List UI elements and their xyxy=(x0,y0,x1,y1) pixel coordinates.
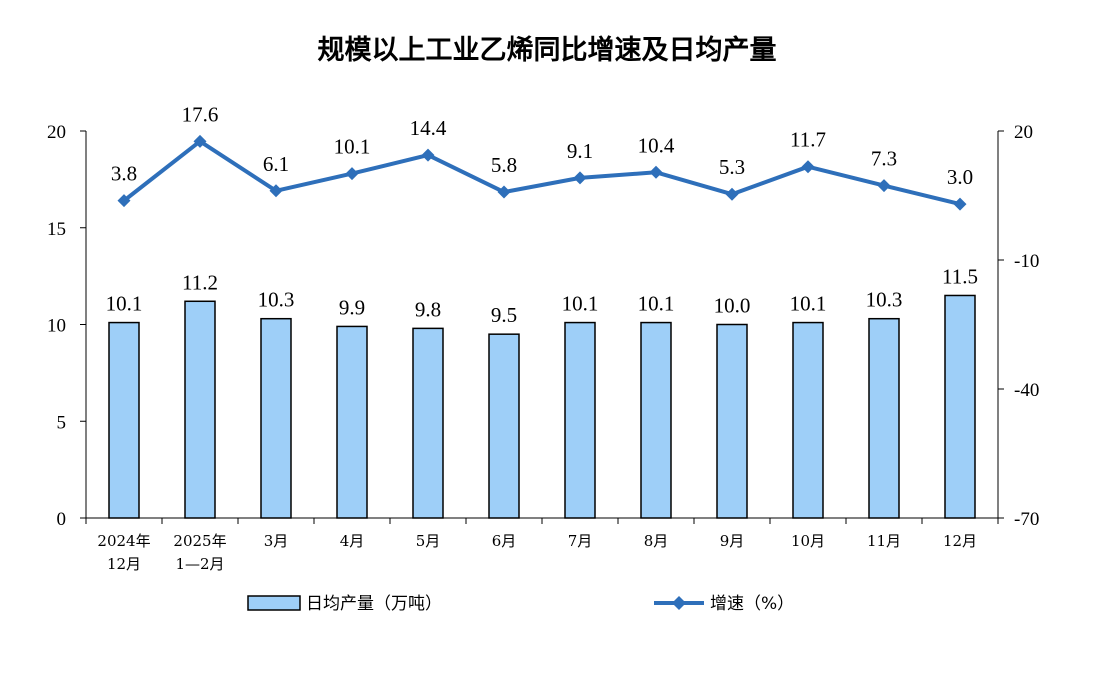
axes: 0 5 10 15 20 -70 -40 -10 20 2024年 12月 2025年 1—2月 3月 4月… xyxy=(47,122,1039,573)
x-tick-label-1: 2025年 1—2月 xyxy=(173,532,226,573)
bar-7 xyxy=(640,321,672,519)
x-tick-label-line: 3月 xyxy=(264,532,289,550)
bar-label-3: 9.9 xyxy=(339,295,365,319)
bar-label-5: 9.5 xyxy=(491,303,517,327)
x-tick-label-8: 9月 xyxy=(720,532,745,550)
left-tick-label-1: 5 xyxy=(57,412,67,433)
left-tick-label-0: 0 xyxy=(57,509,67,530)
x-tick-label-line: 6月 xyxy=(492,532,517,550)
x-tick-label-line: 11月 xyxy=(867,532,901,550)
bar-label-10: 10.3 xyxy=(866,288,903,312)
right-tick-label-1: -40 xyxy=(1014,380,1039,401)
left-tick-label-4: 20 xyxy=(47,122,66,143)
x-tick-label-0: 2024年 12月 xyxy=(97,532,150,573)
x-tick-label-9: 10月 xyxy=(791,532,825,550)
growth-point-5 xyxy=(497,185,511,199)
x-tick-label-line: 12月 xyxy=(943,532,977,550)
bar-label-8: 10.0 xyxy=(714,294,751,318)
growth-label-11: 3.0 xyxy=(947,165,973,189)
legend-bar-swatch xyxy=(247,595,301,611)
growth-point-1 xyxy=(193,134,207,148)
growth-point-0 xyxy=(117,194,131,208)
x-tick-label-7: 8月 xyxy=(644,532,669,550)
x-tick-label-2: 3月 xyxy=(264,532,289,550)
legend-bar-label: 日均产量（万吨） xyxy=(306,594,442,614)
x-tick-label-6: 7月 xyxy=(568,532,593,550)
bar-label-2: 10.3 xyxy=(258,288,295,312)
x-tick-label-line: 9月 xyxy=(720,532,745,550)
growth-label-0: 3.8 xyxy=(111,162,137,186)
bar-9 xyxy=(792,321,824,519)
growth-point-2 xyxy=(269,184,283,198)
x-tick-label-line: 7月 xyxy=(568,532,593,550)
bar-label-1: 11.2 xyxy=(182,270,218,294)
bar-2 xyxy=(260,317,292,519)
x-tick-label-line: 5月 xyxy=(416,532,441,550)
bar-label-0: 10.1 xyxy=(106,292,143,316)
bar-label-6: 10.1 xyxy=(562,292,599,316)
growth-point-8 xyxy=(725,187,739,201)
left-tick-label-3: 15 xyxy=(47,219,66,240)
x-tick-label-line: 12月 xyxy=(107,555,141,573)
bar-label-11: 11.5 xyxy=(942,264,978,288)
growth-point-9 xyxy=(801,160,815,174)
bar-0 xyxy=(108,321,140,519)
growth-label-8: 5.3 xyxy=(719,155,745,179)
bar-8 xyxy=(716,323,748,519)
x-tick-label-line: 8月 xyxy=(644,532,669,550)
legend-line-marker xyxy=(672,596,686,610)
legend-line-label: 增速（%） xyxy=(710,594,794,614)
bar-series: 10.1 11.2 10.3 9.9 9.8 9.5 10.1 10.1 10.0 10.1 10.… xyxy=(106,264,978,519)
x-tick-label-10: 11月 xyxy=(867,532,901,550)
bar-5 xyxy=(488,333,520,519)
legend: 日均产量（万吨） 增速（%） xyxy=(247,594,794,614)
line-series: 3.8 17.6 6.1 10.1 14.4 5.8 9.1 10.4 5.3 11.7 7.3 3.… xyxy=(111,102,973,211)
growth-label-3: 10.1 xyxy=(334,135,371,159)
growth-label-4: 14.4 xyxy=(410,116,447,140)
bar-11 xyxy=(944,294,976,519)
x-tick-label-line: 4月 xyxy=(340,532,365,550)
chart-title: 规模以上工业乙烯同比增速及日均产量 xyxy=(318,34,777,66)
bar-10 xyxy=(868,317,900,519)
growth-label-9: 11.7 xyxy=(790,128,826,152)
x-tick-label-11: 12月 xyxy=(943,532,977,550)
growth-point-6 xyxy=(573,171,587,185)
growth-line xyxy=(122,139,961,207)
growth-label-6: 9.1 xyxy=(567,139,593,163)
growth-point-10 xyxy=(877,179,891,193)
x-tick-label-line: 10月 xyxy=(791,532,825,550)
growth-label-5: 5.8 xyxy=(491,153,517,177)
bar-6 xyxy=(564,321,596,519)
right-tick-label-2: -10 xyxy=(1014,251,1039,272)
bar-label-9: 10.1 xyxy=(790,292,827,316)
growth-point-7 xyxy=(649,165,663,179)
x-tick-label-line: 2025年 xyxy=(173,532,226,550)
x-tick-label-3: 4月 xyxy=(340,532,365,550)
bar-1 xyxy=(184,300,216,519)
bar-3 xyxy=(336,325,368,519)
right-tick-label-0: -70 xyxy=(1014,509,1039,530)
growth-point-11 xyxy=(953,197,967,211)
left-tick-label-2: 10 xyxy=(47,316,66,337)
growth-point-3 xyxy=(345,167,359,181)
x-tick-label-4: 5月 xyxy=(416,532,441,550)
growth-point-4 xyxy=(421,148,435,162)
growth-label-7: 10.4 xyxy=(638,133,675,157)
x-tick-label-line: 2024年 xyxy=(97,532,150,550)
bar-4 xyxy=(412,327,444,519)
growth-label-1: 17.6 xyxy=(182,102,219,126)
growth-label-10: 7.3 xyxy=(871,147,897,171)
x-tick-label-line: 1—2月 xyxy=(175,555,224,573)
right-tick-label-3: 20 xyxy=(1014,122,1033,143)
growth-label-2: 6.1 xyxy=(263,152,289,176)
bar-label-7: 10.1 xyxy=(638,292,675,316)
bar-label-4: 9.8 xyxy=(415,297,441,321)
x-tick-label-5: 6月 xyxy=(492,532,517,550)
